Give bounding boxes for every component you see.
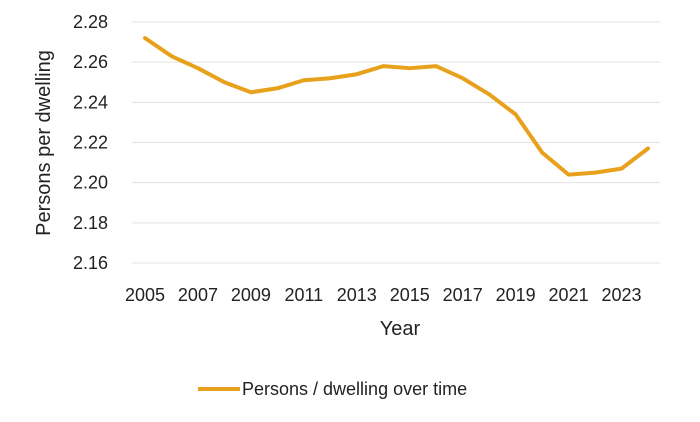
x-tick-label: 2015 [390, 285, 430, 305]
gridlines [132, 21, 660, 264]
y-tick-label: 2.16 [73, 253, 108, 273]
y-tick-label: 2.28 [73, 12, 108, 32]
y-tick-label: 2.18 [73, 213, 108, 233]
y-tick-label: 2.22 [73, 133, 108, 153]
x-tick-label: 2005 [125, 285, 165, 305]
y-tick-label: 2.24 [73, 92, 108, 112]
x-tick-label: 2013 [337, 285, 377, 305]
x-axis-ticks: 2005 2007 2009 2011 2013 2015 2017 2019 2021 2023 [125, 285, 642, 305]
series-line-0 [143, 36, 650, 177]
x-tick-label: 2007 [178, 285, 218, 305]
y-axis-ticks: 2.16 2.18 2.20 2.22 2.24 2.26 2.28 [73, 12, 108, 273]
y-tick-label: 2.26 [73, 52, 108, 72]
y-axis-title: Persons per dwelling [33, 50, 55, 236]
x-tick-label: 2023 [602, 285, 642, 305]
legend: Persons / dwelling over time [198, 379, 467, 399]
series-lines [143, 36, 650, 177]
y-tick-label: 2.20 [73, 173, 108, 193]
x-tick-label: 2011 [284, 285, 323, 305]
legend-label: Persons / dwelling over time [242, 379, 467, 399]
x-tick-label: 2009 [231, 285, 271, 305]
x-tick-label: 2017 [443, 285, 483, 305]
x-tick-label: 2021 [549, 285, 589, 305]
x-axis-title: Year [380, 318, 421, 340]
x-tick-label: 2019 [496, 285, 536, 305]
